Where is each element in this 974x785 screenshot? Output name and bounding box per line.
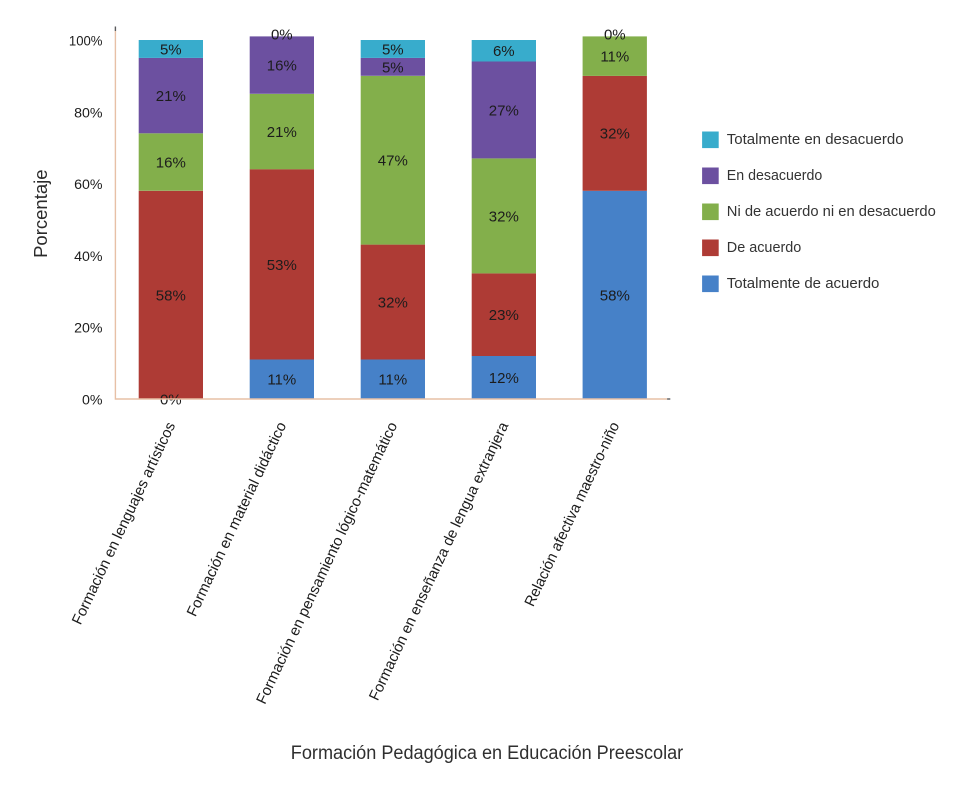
svg-text:Ni de acuerdo ni en desacuerdo: Ni de acuerdo ni en desacuerdo <box>727 203 936 220</box>
svg-text:58%: 58% <box>600 287 630 304</box>
svg-text:27%: 27% <box>489 102 519 119</box>
svg-text:0%: 0% <box>160 391 182 408</box>
svg-text:21%: 21% <box>156 88 186 105</box>
svg-text:16%: 16% <box>267 58 297 75</box>
svg-text:Porcentaje: Porcentaje <box>30 169 51 257</box>
svg-text:100%: 100% <box>69 34 103 50</box>
svg-text:32%: 32% <box>600 126 630 143</box>
svg-text:32%: 32% <box>489 208 519 225</box>
svg-text:Totalmente en desacuerdo: Totalmente en desacuerdo <box>727 131 904 148</box>
svg-text:53%: 53% <box>267 257 297 274</box>
svg-text:11%: 11% <box>267 372 296 389</box>
svg-text:En desacuerdo: En desacuerdo <box>727 167 823 184</box>
svg-text:80%: 80% <box>74 105 103 121</box>
svg-text:11%: 11% <box>378 372 407 389</box>
svg-text:23%: 23% <box>489 307 519 324</box>
svg-text:16%: 16% <box>156 155 186 172</box>
svg-text:Totalmente de acuerdo: Totalmente de acuerdo <box>727 275 880 292</box>
svg-text:De acuerdo: De acuerdo <box>727 239 802 256</box>
svg-text:Formación Pedagógica en Educac: Formación Pedagógica en Educación Preesc… <box>291 743 684 764</box>
svg-text:47%: 47% <box>378 153 408 170</box>
svg-text:21%: 21% <box>267 124 297 141</box>
svg-text:11%: 11% <box>600 49 629 66</box>
svg-text:32%: 32% <box>378 295 408 312</box>
svg-text:58%: 58% <box>156 287 186 304</box>
svg-text:0%: 0% <box>271 26 293 43</box>
svg-text:60%: 60% <box>74 177 103 193</box>
svg-text:6%: 6% <box>493 43 515 60</box>
svg-text:12%: 12% <box>489 370 519 387</box>
svg-text:20%: 20% <box>74 321 103 337</box>
svg-text:40%: 40% <box>74 249 103 265</box>
svg-text:5%: 5% <box>382 59 404 76</box>
svg-text:5%: 5% <box>160 41 182 58</box>
svg-text:0%: 0% <box>82 393 103 409</box>
svg-text:0%: 0% <box>604 26 626 43</box>
svg-text:5%: 5% <box>382 41 404 58</box>
